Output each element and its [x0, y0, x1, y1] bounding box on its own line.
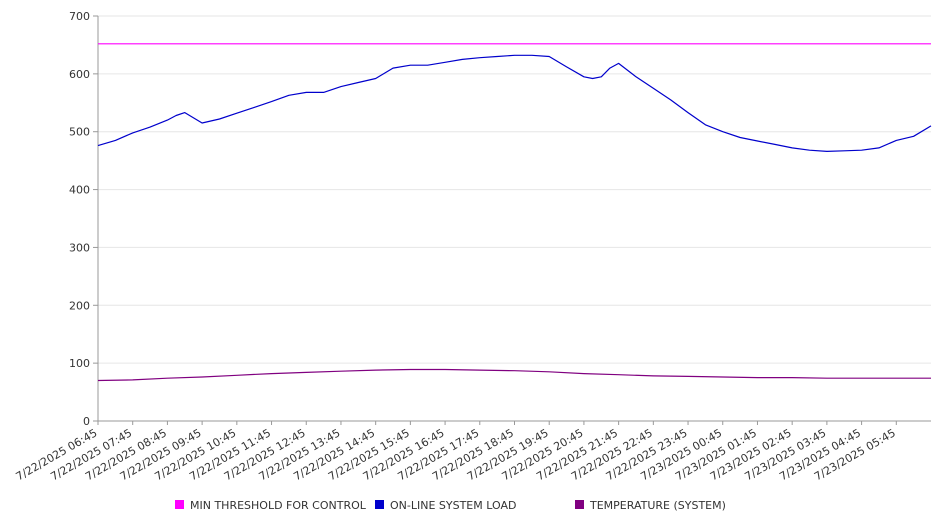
series-layer	[97, 43, 932, 382]
legend-label-on-line-system-load: ON-LINE SYSTEM LOAD	[390, 499, 516, 512]
y-tick-label: 200	[69, 299, 90, 312]
y-tick-label: 500	[69, 126, 90, 139]
series-line-on-line-system-load	[97, 54, 932, 152]
series-line-temperature-system	[97, 368, 931, 382]
legend-swatch-min-threshold-for-control	[175, 500, 184, 509]
axis-layer	[97, 16, 931, 422]
y-tick-label: 100	[69, 357, 90, 370]
legend-label-temperature-system: TEMPERATURE (SYSTEM)	[589, 499, 726, 512]
y-tick-label: 600	[69, 68, 90, 81]
y-tick-label: 700	[69, 10, 90, 23]
x-axis-ticks: 7/22/2025 06:457/22/2025 07:457/22/2025 …	[14, 421, 898, 483]
y-axis-ticks: 0 100 200 300 400 500 600 700	[69, 10, 98, 428]
y-tick-label: 400	[69, 184, 90, 197]
legend-label-min-threshold-for-control: MIN THRESHOLD FOR CONTROL	[190, 499, 367, 512]
y-tick-label: 0	[83, 415, 90, 428]
legend: MIN THRESHOLD FOR CONTROL ON-LINE SYSTEM …	[175, 499, 726, 512]
legend-swatch-temperature-system	[575, 500, 584, 509]
y-tick-label: 300	[69, 241, 90, 254]
grid-layer	[98, 15, 931, 364]
legend-swatch-on-line-system-load	[375, 500, 384, 509]
